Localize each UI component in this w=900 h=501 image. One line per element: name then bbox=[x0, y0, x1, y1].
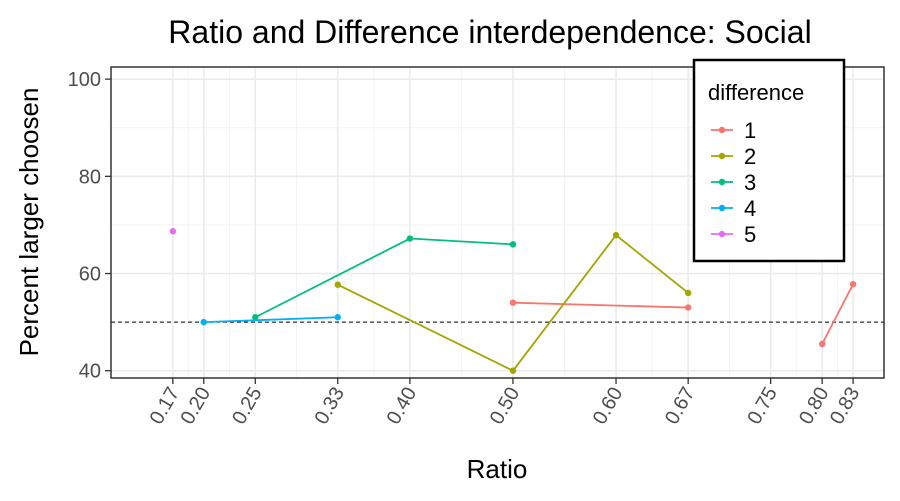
legend-key-point bbox=[718, 152, 726, 160]
plot-border bbox=[110, 66, 885, 379]
data-point bbox=[406, 235, 414, 242]
legend-box bbox=[692, 58, 846, 263]
data-point bbox=[612, 231, 620, 239]
legend-key-point bbox=[718, 204, 726, 212]
series-3 bbox=[252, 235, 517, 321]
data-point bbox=[169, 228, 177, 235]
legend-item-2: 2 bbox=[711, 144, 756, 169]
x-tick-label: 0.75 bbox=[743, 384, 782, 429]
x-tick-label: 0.60 bbox=[589, 384, 628, 429]
y-tick-label: 100 bbox=[68, 69, 101, 91]
x-tick-label: 0.80 bbox=[795, 384, 834, 429]
series-layer bbox=[169, 228, 857, 374]
x-tick-label: 0.17 bbox=[146, 384, 185, 429]
x-tick-label: 0.67 bbox=[661, 384, 700, 429]
y-tick-label: 60 bbox=[79, 264, 101, 286]
y-axis: 40 60 80 100 bbox=[68, 69, 111, 383]
legend-item-1: 1 bbox=[711, 118, 756, 143]
legend-key-point bbox=[718, 178, 726, 186]
series-4 bbox=[200, 314, 341, 326]
x-tick-label: 0.33 bbox=[311, 384, 350, 429]
legend-label: 2 bbox=[744, 144, 756, 169]
chart-title: Ratio and Difference interdependence: So… bbox=[168, 14, 811, 50]
series-1 bbox=[509, 281, 857, 348]
series-5 bbox=[169, 228, 177, 235]
data-point bbox=[252, 314, 259, 321]
data-point bbox=[334, 314, 341, 321]
data-point bbox=[334, 281, 341, 288]
legend-label: 1 bbox=[744, 118, 756, 143]
data-point bbox=[684, 289, 692, 297]
data-point bbox=[200, 318, 207, 326]
series-line-1 bbox=[821, 283, 854, 345]
legend-key-point bbox=[718, 126, 726, 134]
y-tick-label: 80 bbox=[79, 166, 101, 188]
data-point bbox=[509, 241, 517, 248]
legend-item-5: 5 bbox=[711, 222, 756, 247]
x-tick-label: 0.20 bbox=[177, 384, 216, 429]
series-line-4 bbox=[203, 316, 338, 324]
data-point bbox=[509, 367, 517, 374]
y-tick-label: 40 bbox=[79, 361, 101, 383]
x-axis: 0.170.20 0.25 0.33 0.40 0.50 0.60 0.67 0.75 0.80… bbox=[146, 378, 865, 429]
legend-label: 4 bbox=[744, 196, 756, 221]
data-point bbox=[849, 281, 857, 288]
y-axis-title: Percent larger choosen bbox=[14, 88, 44, 357]
x-tick-label: 0.25 bbox=[228, 384, 267, 429]
legend-label: 3 bbox=[744, 170, 756, 195]
legend-key-point bbox=[718, 230, 726, 238]
data-point bbox=[684, 304, 692, 311]
x-axis-title: Ratio bbox=[467, 454, 528, 484]
series-line-1 bbox=[512, 301, 689, 309]
series-line-2 bbox=[337, 233, 689, 372]
legend-item-3: 3 bbox=[711, 170, 756, 195]
x-tick-label: 0.50 bbox=[486, 384, 525, 429]
data-point bbox=[818, 340, 826, 348]
x-tick-label: 0.83 bbox=[826, 384, 865, 429]
legend-item-4: 4 bbox=[711, 196, 756, 221]
legend-title: difference bbox=[708, 80, 804, 105]
data-point bbox=[509, 299, 517, 306]
x-tick-label: 0.40 bbox=[383, 384, 422, 429]
legend-label: 5 bbox=[744, 222, 756, 247]
series-2 bbox=[334, 231, 692, 374]
